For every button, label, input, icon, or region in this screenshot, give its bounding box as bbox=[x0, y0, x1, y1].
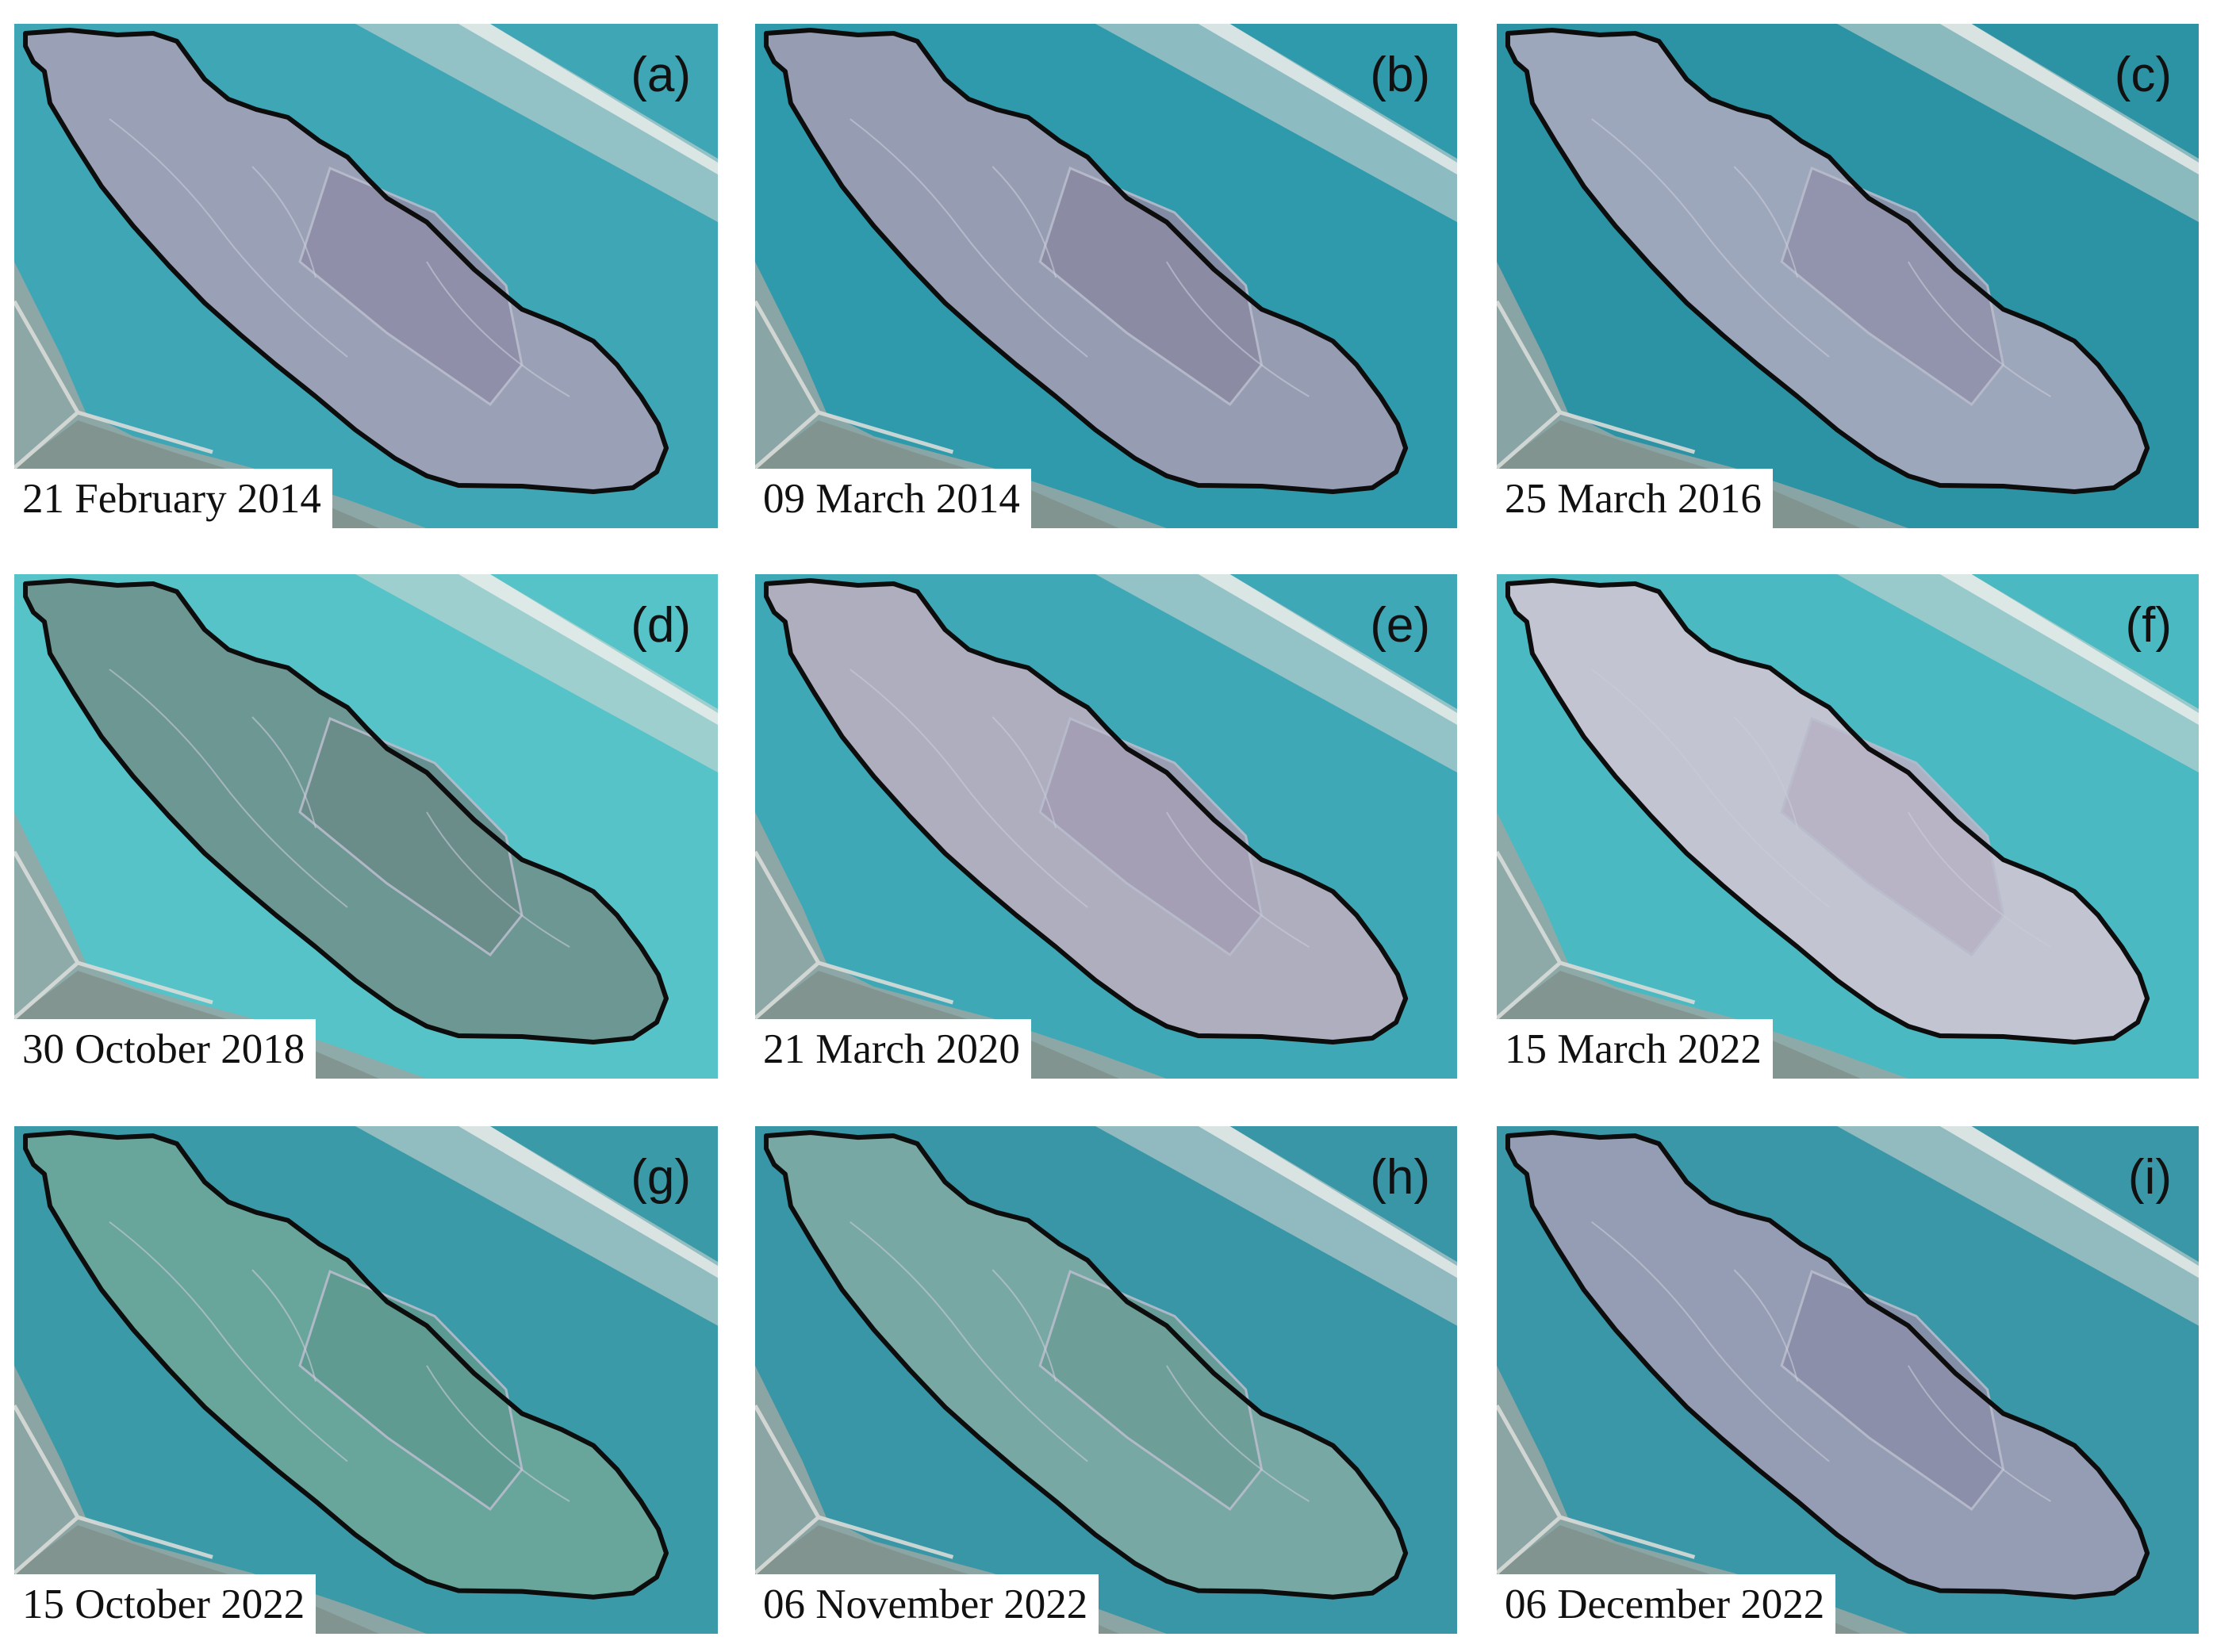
satellite-panel-b: (b) 09 March 2014 bbox=[755, 24, 1457, 528]
causeway-road bbox=[1497, 300, 1696, 470]
island-scene bbox=[1497, 24, 2199, 528]
acquisition-date-label: 06 November 2022 bbox=[755, 1574, 1099, 1634]
acquisition-date-label: 15 March 2022 bbox=[1497, 1019, 1773, 1079]
acquisition-date-label: 21 February 2014 bbox=[14, 469, 332, 528]
satellite-panel-h: (h) 06 November 2022 bbox=[755, 1126, 1457, 1634]
island-scene bbox=[755, 1126, 1457, 1634]
tidal-creeks bbox=[109, 118, 570, 397]
tidal-creeks bbox=[109, 669, 570, 948]
island-scene bbox=[14, 24, 718, 528]
acquisition-date-label: 09 March 2014 bbox=[755, 469, 1031, 528]
panel-letter: (d) bbox=[631, 598, 691, 653]
island-outline bbox=[1505, 578, 2150, 1044]
satellite-panel-a: (a) 21 February 2014 bbox=[14, 24, 718, 528]
panel-letter: (c) bbox=[2114, 48, 2172, 102]
island-outline bbox=[23, 28, 669, 494]
island-scene bbox=[755, 24, 1457, 528]
causeway-road bbox=[755, 300, 954, 470]
island-scene bbox=[1497, 1126, 2199, 1634]
satellite-panel-e: (e) 21 March 2020 bbox=[755, 574, 1457, 1079]
tidal-creeks bbox=[850, 1221, 1310, 1502]
tidal-creeks bbox=[850, 669, 1310, 948]
island-scene bbox=[14, 574, 718, 1079]
island-outline bbox=[1505, 28, 2150, 494]
sand-spit bbox=[1837, 1126, 2199, 1326]
island-scene bbox=[14, 1126, 718, 1634]
satellite-panel-d: (d) 30 October 2018 bbox=[14, 574, 718, 1079]
acquisition-date-label: 30 October 2018 bbox=[14, 1019, 316, 1079]
causeway-road bbox=[1497, 850, 1696, 1020]
causeway-road bbox=[1497, 1404, 1696, 1575]
acquisition-date-label: 25 March 2016 bbox=[1497, 469, 1773, 528]
beach-line bbox=[1939, 574, 2199, 725]
panel-letter: (a) bbox=[631, 48, 691, 102]
satellite-panel-c: (c) 25 March 2016 bbox=[1497, 24, 2199, 528]
panel-letter: (e) bbox=[1370, 598, 1430, 653]
beach-line bbox=[458, 574, 718, 725]
beach-line bbox=[458, 24, 718, 174]
island-outline bbox=[763, 28, 1409, 494]
beach-line bbox=[1939, 24, 2199, 174]
causeway-road bbox=[755, 1404, 954, 1575]
island-outline bbox=[23, 578, 669, 1044]
panel-letter: (i) bbox=[2127, 1150, 2172, 1205]
island-outline bbox=[763, 1130, 1409, 1600]
panel-letter: (h) bbox=[1370, 1150, 1430, 1205]
island-scene bbox=[1497, 574, 2199, 1079]
sand-spit bbox=[355, 1126, 718, 1326]
causeway-road bbox=[14, 1404, 213, 1575]
beach-line bbox=[1198, 574, 1457, 725]
tidal-creeks bbox=[1591, 669, 2051, 948]
panel-letter: (g) bbox=[631, 1150, 691, 1205]
beach-line bbox=[1198, 24, 1457, 174]
satellite-panel-i: (i) 06 December 2022 bbox=[1497, 1126, 2199, 1634]
tidal-creeks bbox=[850, 118, 1310, 397]
island-scene bbox=[755, 574, 1457, 1079]
sand-spit bbox=[355, 574, 718, 772]
acquisition-date-label: 21 March 2020 bbox=[755, 1019, 1031, 1079]
acquisition-date-label: 06 December 2022 bbox=[1497, 1574, 1836, 1634]
panel-letter: (b) bbox=[1370, 48, 1430, 102]
sand-spit bbox=[1095, 1126, 1457, 1326]
tidal-creeks bbox=[1591, 118, 2051, 397]
panel-letter: (f) bbox=[2125, 598, 2172, 653]
causeway-road bbox=[14, 850, 213, 1020]
causeway-road bbox=[755, 850, 954, 1020]
satellite-panel-f: (f) 15 March 2022 bbox=[1497, 574, 2199, 1079]
island-outline bbox=[1505, 1130, 2150, 1600]
sand-spit bbox=[355, 24, 718, 222]
causeway-road bbox=[14, 300, 213, 470]
island-outline bbox=[23, 1130, 669, 1600]
tidal-creeks bbox=[109, 1221, 570, 1502]
tidal-creeks bbox=[1591, 1221, 2051, 1502]
acquisition-date-label: 15 October 2022 bbox=[14, 1574, 316, 1634]
satellite-panel-g: (g) 15 October 2022 bbox=[14, 1126, 718, 1634]
island-outline bbox=[763, 578, 1409, 1044]
